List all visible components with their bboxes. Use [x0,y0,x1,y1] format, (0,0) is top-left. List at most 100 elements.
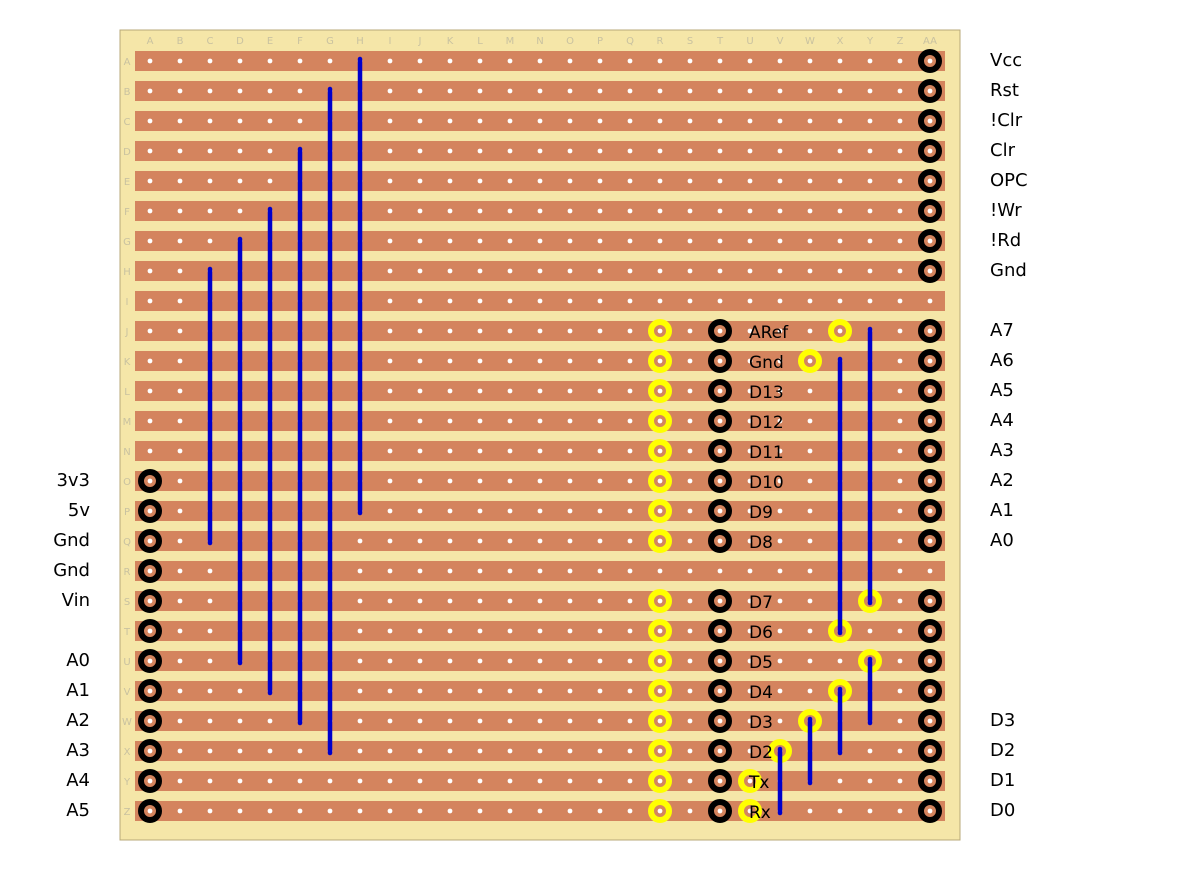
hole [747,568,753,574]
header-pad-t-x [708,739,732,763]
hole [177,238,183,244]
hole [597,628,603,634]
right-label-not-rd: !Rd [990,230,1022,251]
hole [447,628,453,634]
hole [597,298,603,304]
hole [207,238,213,244]
hole [747,118,753,124]
hole [207,178,213,184]
hole [297,778,303,784]
arduino-pad-t-z [738,799,762,823]
hole [747,808,753,814]
hole [567,148,573,154]
column-letter-u: U [746,36,753,47]
header-pad-t-m [708,409,732,433]
hole [777,388,783,394]
row-letter-h: H [123,267,131,278]
right-label-d3: D3 [990,710,1016,731]
header-pad-a-y [138,769,162,793]
hole [417,568,423,574]
hole [837,298,843,304]
hole [387,598,393,604]
hole [417,808,423,814]
hole [717,88,723,94]
arduino-pad-r-v [648,679,672,703]
hole [657,118,663,124]
hole [627,688,633,694]
arduino-pad-r-q [648,529,672,553]
hole [717,808,723,814]
hole [357,598,363,604]
solder-pads [138,49,942,823]
hole [627,238,633,244]
hole [747,718,753,724]
hole [777,478,783,484]
hole [537,568,543,574]
hole [207,808,213,814]
hole [507,448,513,454]
hole [237,58,243,64]
header-pad-aa-e [918,169,942,193]
left-label-a0: A0 [66,650,90,671]
header-pad-a-v [138,679,162,703]
hole [717,148,723,154]
hole [177,178,183,184]
hole [837,658,843,664]
hole [507,778,513,784]
hole [777,178,783,184]
hole [657,358,663,364]
hole [507,568,513,574]
hole [447,598,453,604]
hole [657,568,663,574]
hole [627,538,633,544]
hole [147,598,153,604]
hole [837,178,843,184]
hole [717,568,723,574]
hole [867,298,873,304]
header-pad-aa-f [918,199,942,223]
hole [567,688,573,694]
hole [897,328,903,334]
hole [147,298,153,304]
hole [177,448,183,454]
row-letter-p: P [124,507,130,518]
column-letter-j: J [418,36,422,47]
hole [537,808,543,814]
hole [807,208,813,214]
hole [177,268,183,274]
hole [447,178,453,184]
right-label-rst: Rst [990,80,1019,101]
hole [717,538,723,544]
hole [657,808,663,814]
hole [927,298,933,304]
hole [417,298,423,304]
hole [177,418,183,424]
hole [777,658,783,664]
hole [807,568,813,574]
hole [447,688,453,694]
hole [927,658,933,664]
header-pad-t-v [708,679,732,703]
row-letter-t: T [123,627,131,638]
hole [477,538,483,544]
hole [777,568,783,574]
hole [657,778,663,784]
pin-label-d2: D2 [749,743,773,763]
hole [597,178,603,184]
hole [897,238,903,244]
hole [807,808,813,814]
hole [507,508,513,514]
hole [567,808,573,814]
hole [927,358,933,364]
hole [447,748,453,754]
hole [147,508,153,514]
hole [417,778,423,784]
hole [897,268,903,274]
hole [687,418,693,424]
hole [447,388,453,394]
header-pad-aa-o [918,469,942,493]
left-label-a2: A2 [66,710,90,731]
hole [897,658,903,664]
hole [447,658,453,664]
hole [447,268,453,274]
